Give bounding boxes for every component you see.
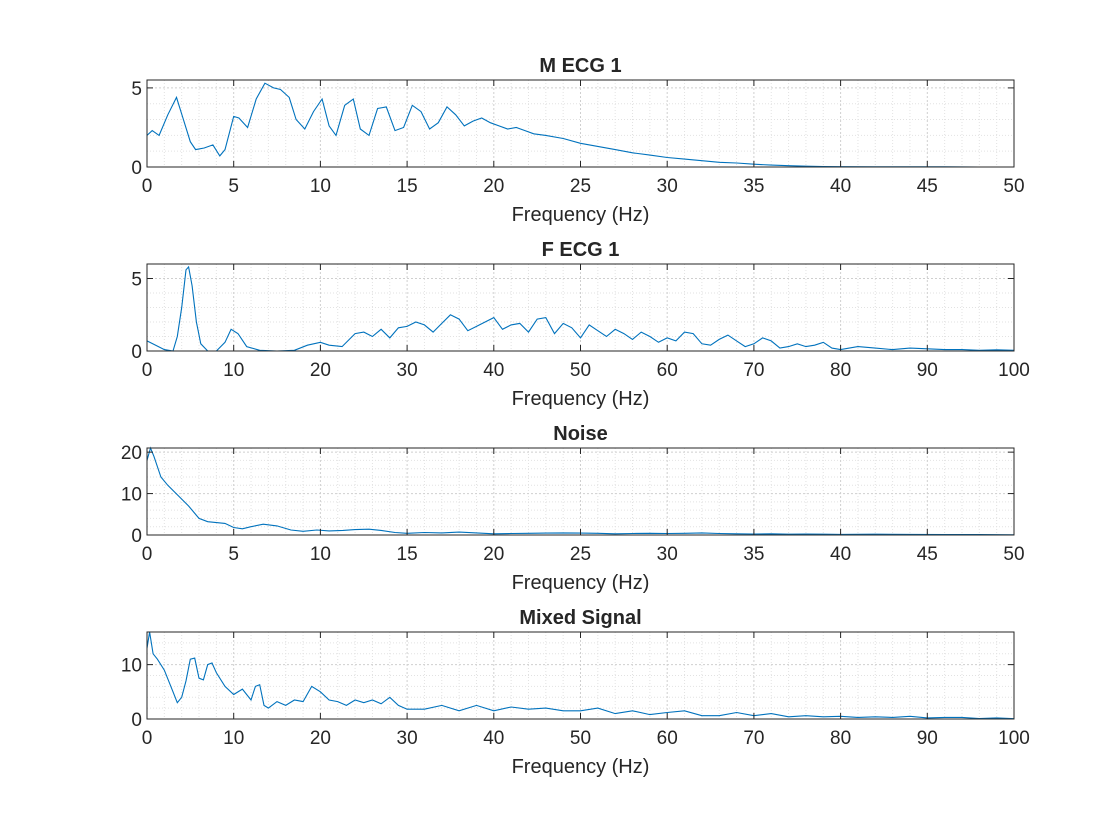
x-tick-label: 30 [397, 360, 418, 381]
y-tick-label: 0 [131, 526, 142, 547]
x-tick-label: 25 [570, 544, 591, 565]
x-tick-label: 40 [830, 176, 851, 197]
y-tick-label: 5 [131, 270, 142, 291]
y-tick-label: 0 [131, 158, 142, 179]
x-tick-label: 15 [397, 544, 418, 565]
x-tick-label: 20 [310, 728, 331, 749]
x-tick-label: 50 [570, 360, 591, 381]
x-tick-label: 15 [397, 176, 418, 197]
x-axis-label: Frequency (Hz) [512, 388, 650, 410]
x-tick-label: 0 [142, 728, 153, 749]
x-tick-label: 0 [142, 544, 153, 565]
x-tick-label: 90 [917, 728, 938, 749]
x-tick-label: 40 [483, 728, 504, 749]
x-tick-label: 30 [657, 544, 678, 565]
x-tick-label: 10 [223, 360, 244, 381]
x-tick-label: 5 [228, 176, 239, 197]
x-axis-label: Frequency (Hz) [512, 756, 650, 778]
y-tick-label: 0 [131, 710, 142, 731]
x-axis-label: Frequency (Hz) [512, 204, 650, 226]
x-tick-label: 10 [310, 544, 331, 565]
series-line-1 [146, 82, 1014, 168]
x-tick-label: 80 [830, 360, 851, 381]
x-tick-label: 50 [1003, 544, 1024, 565]
chart-title: F ECG 1 [542, 239, 620, 261]
x-tick-label: 5 [228, 544, 239, 565]
subplot-4: 0 10 20 30 40 50 60 70 80 90 100 0 10 Mixed Signal Fre… [121, 607, 1030, 778]
y-tick-label: 0 [131, 342, 142, 363]
x-tick-label: 20 [483, 544, 504, 565]
chart-title: Noise [553, 423, 607, 445]
x-tick-label: 80 [830, 728, 851, 749]
x-tick-label: 20 [483, 176, 504, 197]
chart-title: M ECG 1 [539, 55, 621, 77]
y-tick-label: 20 [121, 443, 142, 464]
x-tick-label: 100 [998, 728, 1030, 749]
x-tick-label: 60 [657, 360, 678, 381]
x-tick-label: 40 [830, 544, 851, 565]
subplot-2: 0 10 20 30 40 50 60 70 80 90 100 0 5 F ECG 1 Frequency… [131, 239, 1029, 410]
x-tick-label: 0 [142, 176, 153, 197]
series-line-1 [146, 265, 1015, 352]
y-tick-label: 5 [131, 79, 142, 100]
x-tick-label: 35 [743, 544, 764, 565]
series-line-1 [146, 631, 1015, 720]
x-axis-label: Frequency (Hz) [512, 572, 650, 594]
subplot-3: 0 5 10 15 20 25 30 35 40 45 50 0 10 20 Noise Frequency … [121, 423, 1025, 594]
x-tick-label: 45 [917, 176, 938, 197]
x-tick-label: 20 [310, 360, 331, 381]
x-tick-label: 50 [570, 728, 591, 749]
x-tick-label: 50 [1003, 176, 1024, 197]
series-line-1 [146, 446, 1015, 536]
chart-title: Mixed Signal [519, 607, 641, 629]
y-tick-label: 10 [121, 485, 142, 506]
x-tick-label: 70 [743, 360, 764, 381]
x-tick-label: 40 [483, 360, 504, 381]
x-tick-label: 30 [397, 728, 418, 749]
x-tick-label: 45 [917, 544, 938, 565]
x-tick-label: 0 [142, 360, 153, 381]
x-tick-label: 10 [310, 176, 331, 197]
x-tick-label: 90 [917, 360, 938, 381]
x-tick-label: 30 [657, 176, 678, 197]
subplot-1: 0 5 10 15 20 25 30 35 40 45 50 0 5 M ECG 1 Frequency (… [131, 55, 1024, 226]
x-tick-label: 60 [657, 728, 678, 749]
x-tick-label: 35 [743, 176, 764, 197]
y-tick-label: 10 [121, 656, 142, 677]
x-tick-label: 25 [570, 176, 591, 197]
x-tick-label: 10 [223, 728, 244, 749]
x-tick-label: 70 [743, 728, 764, 749]
x-tick-label: 100 [998, 360, 1030, 381]
